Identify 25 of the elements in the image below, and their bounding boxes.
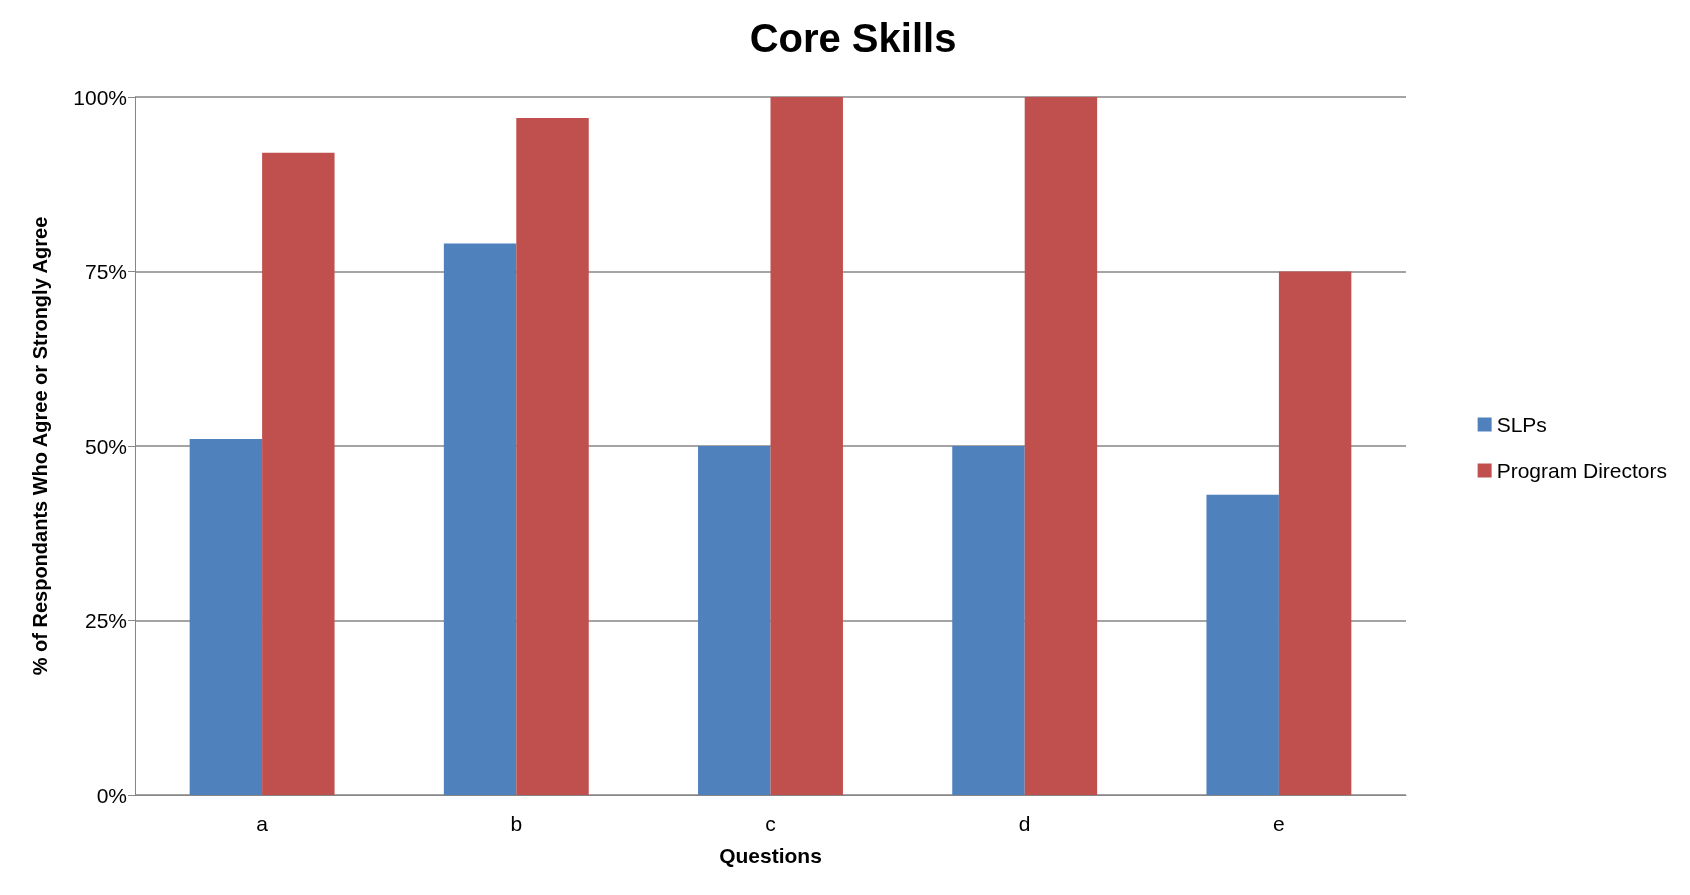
- x-tick-label: a: [256, 812, 269, 835]
- y-tick-label: 100%: [73, 85, 127, 109]
- bar: [516, 117, 589, 795]
- x-axis-title: Questions: [719, 844, 822, 867]
- y-tick-label: 50%: [84, 434, 127, 458]
- bar: [952, 446, 1025, 795]
- bar: [189, 439, 263, 795]
- y-tick-label: 75%: [84, 260, 127, 283]
- y-tick-label: 25%: [84, 609, 127, 632]
- bar: [698, 446, 771, 795]
- y-axis-title: % of Respondants Who Agree or Strongly Agree: [29, 216, 51, 676]
- legend-label: SLPs: [1496, 413, 1547, 436]
- bar: [1206, 494, 1279, 795]
- x-tick-label: b: [510, 812, 523, 835]
- bar: [1024, 97, 1098, 795]
- chart-title: Core Skills: [749, 16, 957, 60]
- bar: [443, 243, 517, 795]
- bar: [262, 152, 335, 795]
- x-tick-label: d: [1018, 812, 1031, 835]
- bar: [770, 97, 843, 795]
- y-tick-label: 0%: [96, 783, 127, 807]
- bar: [1278, 271, 1352, 795]
- x-tick-label: e: [1273, 812, 1285, 835]
- x-tick-label: c: [765, 812, 776, 835]
- legend-label: Program Directors: [1496, 459, 1668, 482]
